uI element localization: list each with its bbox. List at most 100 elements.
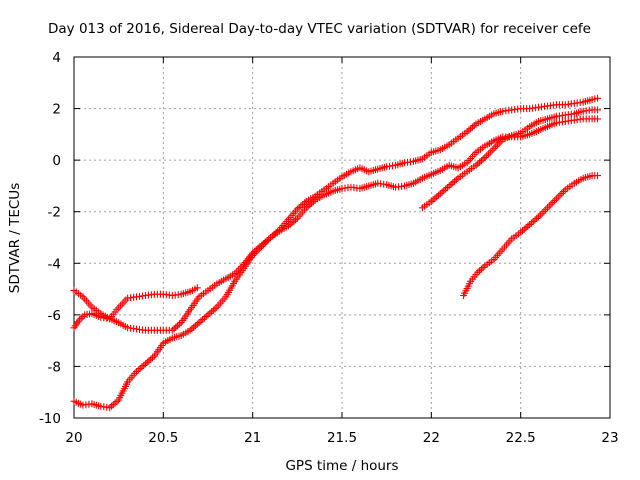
y-tick-label: 2	[52, 102, 61, 118]
x-tick-label: 21	[244, 430, 261, 446]
data-point	[140, 361, 148, 369]
data-point	[193, 320, 201, 328]
data-point	[560, 188, 567, 196]
x-tick-label: 20	[65, 430, 82, 446]
data-point	[519, 227, 526, 235]
data-point	[479, 264, 487, 271]
data-point	[549, 198, 557, 206]
data-point	[442, 185, 450, 193]
data-point	[118, 300, 126, 308]
data-point	[436, 190, 444, 198]
data-point	[465, 126, 473, 134]
data-point	[554, 193, 562, 201]
data-point	[536, 211, 544, 219]
data-point	[134, 366, 142, 374]
data-point	[308, 199, 316, 207]
data-point	[204, 311, 212, 319]
y-tick-label: -6	[48, 308, 61, 324]
data-points	[70, 94, 601, 412]
x-tick-label: 22	[423, 430, 440, 446]
data-point	[174, 322, 182, 330]
y-axis-label: SDTVAR / TECUs	[7, 183, 23, 293]
data-point	[206, 309, 214, 317]
data-point	[299, 201, 307, 208]
data-point	[479, 155, 487, 163]
x-axis-label: GPS time / hours	[285, 458, 398, 474]
data-point	[145, 357, 153, 365]
data-point	[476, 267, 484, 275]
data-point	[143, 358, 151, 366]
data-point	[533, 214, 541, 222]
x-tick-label: 21.5	[327, 430, 357, 446]
data-point	[199, 316, 207, 323]
data-point	[483, 152, 491, 160]
data-point	[190, 323, 198, 331]
series-arc-3	[70, 115, 601, 412]
data-point	[547, 200, 555, 208]
data-point	[147, 355, 155, 363]
data-point	[290, 217, 298, 225]
data-point	[288, 219, 296, 227]
data-point	[476, 158, 484, 166]
data-point	[297, 202, 305, 210]
data-point	[594, 106, 601, 114]
y-tick-label: -10	[39, 411, 61, 427]
data-point	[488, 146, 496, 154]
data-point	[556, 191, 564, 199]
data-point	[477, 157, 485, 165]
y-tick-label: 0	[52, 153, 61, 169]
data-point	[545, 202, 553, 210]
data-point	[431, 194, 439, 202]
data-point	[438, 188, 446, 196]
data-point	[535, 213, 542, 221]
data-point	[594, 94, 601, 102]
data-point	[429, 196, 437, 204]
data-point	[594, 172, 601, 180]
series-arc-2	[70, 94, 601, 334]
data-point	[481, 154, 489, 162]
data-point	[490, 145, 498, 152]
data-point	[445, 182, 453, 190]
data-point	[75, 316, 83, 324]
data-point	[440, 187, 448, 195]
x-tick-label: 23	[601, 430, 618, 446]
data-point	[192, 322, 199, 330]
data-point	[208, 308, 216, 316]
data-point	[467, 125, 475, 133]
series-arc-1	[70, 284, 201, 332]
data-point	[477, 265, 485, 273]
data-point	[552, 195, 560, 203]
data-point	[435, 191, 442, 199]
data-point	[175, 320, 183, 328]
data-point	[108, 402, 115, 410]
data-point	[195, 319, 203, 327]
data-point	[594, 115, 601, 123]
data-point	[211, 305, 219, 313]
data-point	[474, 160, 482, 168]
data-point	[451, 177, 459, 185]
data-point	[526, 221, 534, 229]
data-point	[449, 179, 457, 187]
data-point	[522, 224, 530, 232]
axis-ticks: 20 20.5 21 21.5 22 22.5 23 -10 -8 -6 -4 -2 0 2 4	[39, 50, 619, 446]
data-point	[109, 401, 117, 409]
data-point	[527, 219, 535, 227]
y-tick-label: -2	[48, 205, 61, 221]
x-tick-label: 20.5	[148, 430, 178, 446]
data-point	[170, 325, 178, 333]
data-point	[468, 123, 476, 131]
data-point	[551, 197, 559, 205]
data-point	[433, 193, 441, 201]
data-point	[172, 323, 180, 331]
data-point	[529, 218, 537, 225]
data-point	[304, 202, 312, 210]
data-point	[540, 208, 548, 215]
x-tick-label: 22.5	[506, 430, 536, 446]
y-tick-label: -4	[48, 256, 61, 272]
data-point	[538, 209, 546, 217]
series-arc-5	[460, 172, 601, 299]
y-tick-label: 4	[52, 50, 61, 66]
data-point	[256, 244, 264, 252]
data-point	[202, 312, 210, 320]
